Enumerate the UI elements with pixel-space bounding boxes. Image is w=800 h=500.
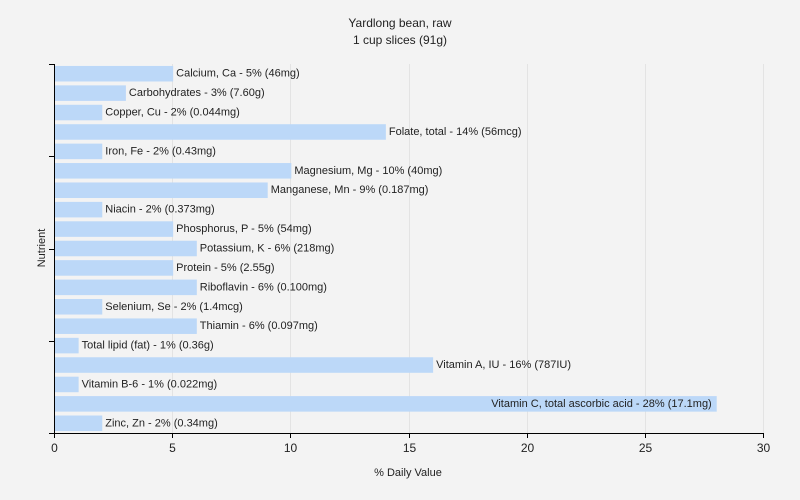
bar <box>55 298 103 315</box>
bar <box>55 201 103 218</box>
x-tick-label: 25 <box>639 441 653 455</box>
bar <box>55 240 197 257</box>
bar <box>55 163 292 179</box>
bar <box>55 279 197 296</box>
bar <box>55 143 103 160</box>
chart-subtitle: 1 cup slices (91g) <box>353 33 447 47</box>
bar-label: Copper, Cu - 2% (0.044mg) <box>105 107 240 119</box>
bar <box>55 415 103 432</box>
bar-label: Riboflavin - 6% (0.100mg) <box>200 281 327 293</box>
bar <box>55 65 174 82</box>
bar-label: Vitamin A, IU - 16% (787IU) <box>436 359 571 371</box>
x-tick-label: 20 <box>521 441 535 455</box>
y-axis-label: Nutrient <box>36 229 48 268</box>
bar <box>55 337 79 354</box>
bar-label: Zinc, Zn - 2% (0.34mg) <box>105 417 217 429</box>
bar <box>55 260 174 276</box>
x-tick-labels: 0 5 10 15 20 25 30 <box>51 441 770 455</box>
x-axis-label: % Daily Value <box>374 467 442 479</box>
bar-label: Niacin - 2% (0.373mg) <box>105 204 214 216</box>
bar-label: Iron, Fe - 2% (0.43mg) <box>105 145 216 157</box>
bar-label: Calcium, Ca - 5% (46mg) <box>176 68 299 80</box>
chart-title: Yardlong bean, raw <box>348 16 452 30</box>
x-tick-label: 10 <box>284 441 298 455</box>
bars: Calcium, Ca - 5% (46mg) Carbohydrates - 3… <box>55 65 717 432</box>
bar <box>55 124 386 140</box>
bar-label: Thiamin - 6% (0.097mg) <box>200 320 318 332</box>
bar <box>55 85 126 101</box>
bar <box>55 104 103 121</box>
x-tick-label: 0 <box>51 441 58 455</box>
bar-label: Magnesium, Mg - 10% (40mg) <box>294 165 442 177</box>
axes <box>49 64 764 438</box>
bar <box>55 182 268 199</box>
bar <box>55 318 197 334</box>
bar-label: Carbohydrates - 3% (7.60g) <box>129 87 265 99</box>
bar-label: Protein - 5% (2.55g) <box>176 262 274 274</box>
bar-label: Vitamin B-6 - 1% (0.022mg) <box>82 378 218 390</box>
bar-label: Manganese, Mn - 9% (0.187mg) <box>271 184 429 196</box>
bar <box>55 376 79 393</box>
x-tick-label: 5 <box>169 441 176 455</box>
bar <box>55 396 717 412</box>
bar-label: Vitamin C, total ascorbic acid - 28% (17… <box>491 398 712 410</box>
x-tick-label: 15 <box>403 441 417 455</box>
bar <box>55 221 174 237</box>
bar-label: Phosphorus, P - 5% (54mg) <box>176 223 312 235</box>
bar <box>55 357 434 373</box>
bar-label: Total lipid (fat) - 1% (0.36g) <box>82 340 214 352</box>
bar-label: Folate, total - 14% (56mcg) <box>389 126 522 138</box>
bar-label: Potassium, K - 6% (218mg) <box>200 243 334 255</box>
x-tick-label: 30 <box>757 441 771 455</box>
bar-label: Selenium, Se - 2% (1.4mcg) <box>105 301 243 313</box>
